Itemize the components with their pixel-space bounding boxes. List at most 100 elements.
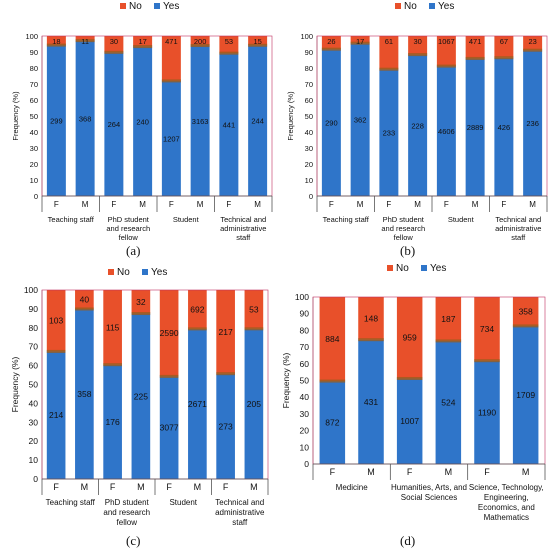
bar-yes — [248, 45, 268, 196]
legend-label-no: No — [117, 267, 130, 278]
bar-boundary — [512, 324, 539, 328]
bar-yes — [435, 340, 462, 464]
data-label-yes: 205 — [247, 399, 261, 409]
bar-boundary — [244, 327, 264, 331]
bar-boundary — [75, 307, 94, 311]
y-tick-label: 40 — [300, 392, 310, 402]
x-tick-label: M — [522, 467, 530, 477]
bar-no — [190, 36, 210, 46]
data-label-no: 53 — [249, 304, 259, 314]
bars: 18 299 11 368 30 264 17 240 471 1207 200 3163 53 441 1… — [46, 36, 268, 197]
x-tick-label: M — [81, 482, 89, 492]
group-label-line: Student — [448, 215, 475, 224]
y-tick-label: 50 — [300, 376, 310, 386]
bar-no — [465, 36, 485, 59]
group-label-line: Humanities, Arts, and — [391, 483, 467, 492]
bar-yes — [396, 378, 423, 464]
bar-yes — [131, 313, 151, 479]
bar-no — [133, 36, 153, 47]
bar-no — [358, 297, 384, 340]
x-tick-label: M — [250, 482, 258, 492]
y-tick-label: 0 — [34, 192, 38, 201]
x-tick-label: M — [472, 200, 479, 209]
data-label-no: 217 — [219, 327, 233, 337]
x-tick-label: F — [169, 200, 174, 209]
group-label: Technical and administrative staff — [215, 498, 265, 527]
bar-boundary — [436, 64, 456, 68]
x-tick-label: F — [223, 482, 229, 492]
y-tick-label: 40 — [29, 398, 39, 408]
x-tick-label: M — [194, 482, 202, 492]
group-label-line: fellow — [394, 233, 414, 242]
group-label-line: administrative — [215, 508, 265, 517]
bar-no — [216, 290, 235, 374]
bar-boundary — [219, 51, 239, 55]
group-label: Student — [169, 498, 197, 507]
legend-label-yes: Yes — [430, 263, 446, 274]
group-label-line: staff — [511, 233, 526, 242]
data-label-yes: 358 — [77, 389, 91, 399]
x-tick-label: F — [407, 467, 413, 477]
data-label-no: 15 — [253, 37, 261, 46]
bar-no — [350, 36, 370, 44]
legend-swatch-yes — [142, 269, 148, 275]
x-tick-label: F — [329, 200, 334, 209]
bar-yes — [46, 45, 66, 196]
data-label-no: 471 — [469, 37, 482, 46]
y-tick-label: 90 — [29, 304, 39, 314]
data-label-no: 40 — [80, 294, 90, 304]
bar-boundary — [104, 50, 124, 54]
group-label-line: fellow — [117, 518, 138, 527]
bar-no — [244, 290, 264, 329]
x-tick-label: M — [367, 467, 375, 477]
data-label-no: 2590 — [160, 328, 179, 338]
bar-yes — [216, 373, 235, 479]
data-label-yes: 2889 — [467, 123, 484, 132]
y-tick-label: 10 — [30, 176, 38, 185]
group-label-line: Technical and — [220, 215, 266, 224]
bar-no — [523, 36, 543, 51]
data-label-yes: 524 — [441, 397, 455, 407]
legend-swatch-yes — [421, 265, 427, 271]
group-label: Student — [448, 215, 475, 224]
bar-boundary — [216, 372, 235, 376]
data-label-yes: 426 — [498, 123, 511, 132]
group-label-line: and research — [103, 508, 150, 517]
data-label-yes: 441 — [223, 121, 236, 130]
bar-yes — [244, 328, 264, 479]
group-label-line: Technical and — [495, 215, 541, 224]
data-label-no: 115 — [106, 322, 120, 332]
y-axis: 0 10 20 30 40 50 60 70 80 90 100 Frequency (%) — [11, 32, 43, 201]
legend-swatch-no — [120, 3, 126, 9]
bar-boundary — [319, 379, 346, 383]
bar-yes — [103, 364, 122, 479]
bar-no — [396, 297, 423, 379]
y-tick-label: 0 — [304, 459, 309, 469]
group-label: PhD student and research fellow — [381, 215, 425, 242]
y-tick-label: 10 — [305, 176, 313, 185]
group-label: Student — [173, 215, 200, 224]
x-tick-label: F — [330, 467, 336, 477]
data-label-no: 200 — [194, 37, 207, 46]
data-label-no: 26 — [327, 37, 335, 46]
bar-boundary — [161, 79, 181, 83]
y-tick-label: 30 — [305, 144, 313, 153]
bar-boundary — [46, 43, 66, 47]
x-tick-label: M — [139, 200, 146, 209]
x-tick-label: F — [484, 467, 490, 477]
bar-boundary — [435, 339, 462, 343]
data-label-yes: 1207 — [163, 134, 180, 143]
bar-no — [161, 36, 181, 81]
bar-yes — [321, 49, 341, 197]
bar-yes — [46, 351, 66, 479]
chart-panel-b: No Yes 0 10 20 30 40 50 60 70 80 90 100 Frequency (%)… — [286, 1, 548, 242]
bar-boundary — [321, 47, 341, 51]
bar-yes — [350, 43, 370, 196]
y-tick-label: 30 — [300, 409, 310, 419]
data-label-no: 148 — [364, 313, 378, 323]
data-label-no: 734 — [480, 324, 494, 334]
group-label-line: and research — [106, 224, 150, 233]
bar-yes — [436, 66, 456, 197]
y-tick-label: 0 — [309, 192, 313, 201]
data-label-yes: 3163 — [192, 117, 209, 126]
